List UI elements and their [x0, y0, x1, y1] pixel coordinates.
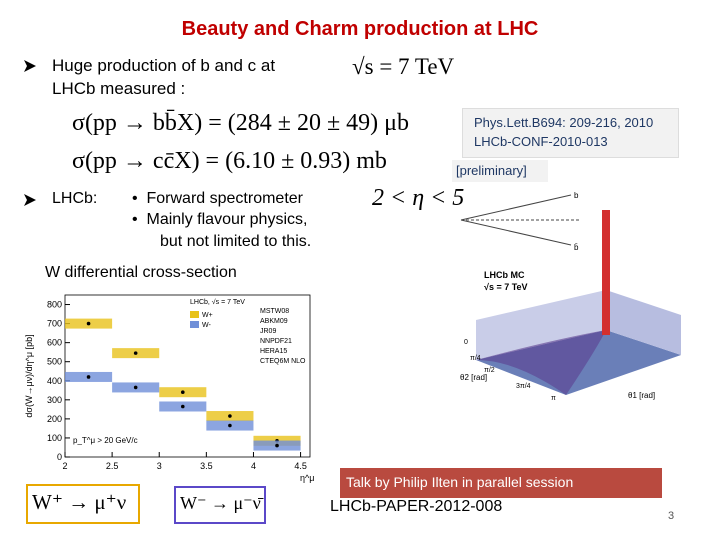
paper-ref: LHCb-PAPER-2012-008: [330, 498, 503, 515]
data-point: [133, 385, 138, 390]
talk-note: Talk by Philip Ilten in parallel session: [346, 474, 574, 490]
legend-label: CTEQ6M NLO: [260, 358, 306, 365]
legend-label: W+: [202, 312, 213, 319]
y-tick-label: 500: [47, 357, 62, 367]
y-tick-label: 600: [47, 338, 62, 348]
x-tick-label: 4.5: [294, 461, 307, 471]
data-point: [86, 375, 91, 379]
preliminary: [preliminary]: [456, 163, 527, 178]
sub-bullet-text: but not limited to this.: [160, 233, 312, 250]
y-tick-label: 800: [47, 300, 62, 310]
legend-label: HERA15: [260, 348, 287, 355]
particle-label: b̄: [574, 243, 579, 252]
note-box: [340, 468, 662, 498]
legend-title: LHCb, √s = 7 TeV: [190, 298, 245, 306]
formula: W⁻ → μ⁻ν̄: [180, 493, 261, 513]
reference: LHCb-CONF-2010-013: [474, 134, 608, 149]
legend-swatch: [190, 311, 199, 318]
axis-label: θ2 [rad]: [460, 373, 487, 382]
y-axis-label: dσ(W→μν)/dη^μ [pb]: [24, 334, 34, 417]
x-tick-label: 2.5: [106, 461, 119, 471]
formula: 2 < η < 5: [372, 185, 465, 211]
plot-subtitle: √s = 7 TeV: [484, 282, 528, 292]
tick-label: π/2: [484, 367, 495, 374]
legend-label: MSTW08: [260, 308, 289, 315]
formula: W⁺ → μ⁺ν: [32, 490, 127, 514]
bullet-label: LHCb:: [52, 190, 98, 207]
tick-label: π: [551, 395, 556, 402]
sub-bullet: • Forward spectrometer: [132, 190, 304, 207]
diagram-line: [460, 194, 572, 221]
plot-title: LHCb MC: [484, 270, 525, 280]
legend-label: NNPDF21: [260, 338, 292, 345]
legend-label: W-: [202, 322, 211, 329]
bullet-line: LHCb measured :: [52, 79, 186, 98]
surface-peak: [602, 210, 610, 335]
tick-label: 3π/4: [516, 383, 531, 390]
y-tick-label: 100: [47, 433, 62, 443]
legend-label: ABKM09: [260, 318, 288, 325]
diagram-line: [460, 219, 572, 246]
y-tick-label: 300: [47, 395, 62, 405]
y-tick-label: 700: [47, 319, 62, 329]
formula: σ(pp → cc̄X) = (6.10 ± 0.93) mb: [72, 148, 387, 174]
bullet-line: Huge production of b and c at: [52, 56, 276, 75]
bullet-arrow: [24, 194, 36, 206]
x-tick-label: 2: [62, 461, 67, 471]
formula-box: [174, 486, 266, 524]
legend-label: JR09: [260, 328, 276, 335]
plot-note: p_T^μ > 20 GeV/c: [73, 436, 138, 445]
tick-label: π/4: [470, 355, 481, 362]
y-tick-label: 0: [57, 452, 62, 462]
legend-swatch: [190, 321, 199, 328]
sub-bullet: • Mainly flavour physics,: [132, 211, 308, 228]
x-tick-label: 4: [251, 461, 256, 471]
surface-ridge: [476, 330, 606, 395]
formula: √s = 7 TeV: [352, 54, 455, 79]
data-point: [275, 443, 279, 448]
formula-box: [26, 484, 140, 524]
axis-label: θ1 [rad]: [628, 391, 655, 400]
surface-wall: [476, 290, 606, 360]
data-point: [228, 423, 232, 428]
y-tick-label: 200: [47, 414, 62, 424]
data-point: [180, 404, 185, 409]
particle-label: b: [574, 191, 579, 200]
formula: σ(pp → bb̄X) = (284 ± 20 ± 49) μb: [72, 110, 409, 136]
mc-plot: LHCb MC √s = 7 TeV b b̄ θ2 [rad] θ1 [rad] 0 π/4…: [460, 191, 681, 402]
x-tick-label: 3: [157, 461, 162, 471]
page-number: 3: [668, 510, 675, 522]
x-tick-label: 3.5: [200, 461, 213, 471]
title: Beauty and Charm production at LHC: [181, 18, 539, 40]
sub-bullet-text: Mainly flavour physics,: [146, 211, 308, 228]
preliminary-box: [452, 160, 548, 182]
bullet-arrow: [24, 60, 36, 72]
data-point: [133, 351, 138, 355]
y-tick-label: 400: [47, 376, 62, 386]
data-point: [180, 390, 185, 394]
data-point: [86, 321, 91, 326]
data-point: [228, 414, 232, 418]
reference-box: [462, 108, 679, 158]
tick-label: 0: [464, 339, 468, 346]
section-heading: W differential cross-section: [45, 264, 237, 281]
reference: Phys.Lett.B694: 209-216, 2010: [474, 115, 654, 130]
sub-bullet-text: Forward spectrometer: [146, 190, 304, 207]
x-axis-label: η^μ: [300, 473, 314, 483]
surface-wall: [606, 290, 681, 355]
w-plot: 0 100 200 300 400 500 600 700 800 2 2.5 3 3.5 4 4.5 η^μ…: [24, 294, 314, 483]
